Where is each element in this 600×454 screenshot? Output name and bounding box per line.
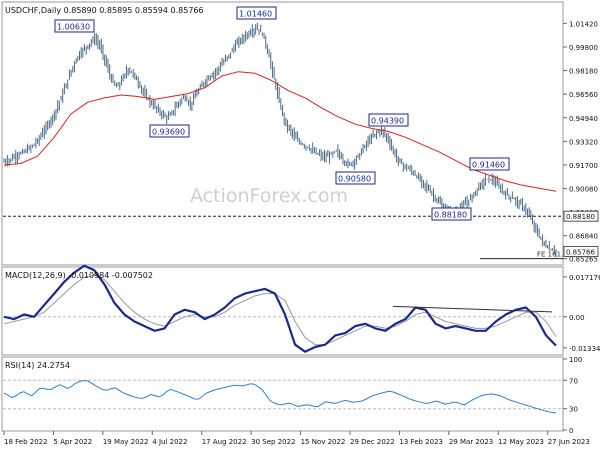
x-tick-label: 30 Sep 2022 [251,438,295,446]
price-y-tick-label: 0.96560 [569,91,598,99]
x-tick-label: 18 Feb 2022 [4,438,48,446]
support-axis-label-box [563,210,599,222]
macd-layer [3,264,562,353]
price-label-box [149,124,190,138]
rsi-y-tick-label: 0 [569,427,573,435]
price-label: 0.94390 [371,117,404,126]
price-label: 0.91460 [472,161,505,170]
price-y-tick-label: 0.86840 [569,233,598,241]
price-label: 0.90580 [338,175,371,184]
macd-y-tick-label: 0.017176 [569,274,600,282]
macd-signal-line [3,274,557,346]
price-y-tick-label: 1.01420 [569,20,598,28]
x-tick-label: 17 Aug 2022 [202,438,247,446]
fe-label: FE 161.8 [537,251,568,259]
price-label-box [54,19,95,33]
rsi-y-tick-label: 30 [569,406,578,414]
rsi-layer [3,379,562,414]
price-label-box [236,6,277,20]
last-price-label-box [563,245,599,257]
price-y-tick-label: 0.93320 [569,138,598,146]
x-tick-label: 29 Mar 2023 [449,438,493,446]
moving-average-line [3,71,557,192]
price-label-box [335,171,376,185]
x-tick-label: 13 Feb 2023 [399,438,443,446]
rsi-panel-frame [1,356,564,432]
x-tick-label: 19 May 2022 [103,438,149,446]
price-layer: FE 161.8 1.00630 1.01460 0.93690 0.94390 0.90… [3,6,568,260]
x-tick-label: 5 Apr 2022 [53,438,92,446]
macd-trendline [392,305,553,313]
macd-header: MACD(12,26,9) -0.010984 -0.007502 [5,271,153,280]
price-label: 1.00630 [57,23,90,32]
price-y-tick-label: 0.94940 [569,115,598,123]
last-price-label: 0.85766 [566,248,595,256]
rsi-y-tick-label: 70 [569,377,578,385]
price-label-box [431,207,472,221]
x-tick-label: 15 Nov 2022 [301,438,346,446]
price-label-box [368,113,409,127]
watermark: ActionForex.com [190,185,348,207]
rsi-header: RSI(14) 24.2754 [5,361,70,370]
price-label: 0.88180 [434,211,467,220]
price-label: 0.93690 [152,128,185,137]
price-header: USDCHF,Daily 0.85890 0.85895 0.85594 0.8… [5,6,204,15]
price-y-tick-label: 0.91700 [569,162,598,170]
rsi-line [3,380,557,414]
macd-y-tick-label: -0.01334 [569,345,600,353]
price-panel-frame [1,1,564,266]
macd-y-tick-label: 0.00 [569,314,585,322]
support-axis-label: 0.88180 [566,213,595,221]
x-tick-label: 27 Jun 2023 [548,438,590,446]
macd-line [3,264,557,353]
x-tick-label: 29 Dec 2022 [350,438,395,446]
axis-layer: 1.01420 0.99800 0.98180 0.96560 0.94940 0.933… [3,20,600,446]
price-label-box [469,157,510,171]
price-y-tick-label: 0.90080 [569,186,598,194]
price-y-tick-label: 0.85265 [569,256,598,264]
price-label: 1.01460 [239,10,272,19]
x-tick-label: 12 May 2023 [498,438,544,446]
rsi-y-tick-label: 100 [569,356,582,364]
price-y-tick-label: 0.98180 [569,68,598,76]
price-y-tick-label: 0.99800 [569,44,598,52]
x-tick-label: 4 Jul 2022 [152,438,187,446]
